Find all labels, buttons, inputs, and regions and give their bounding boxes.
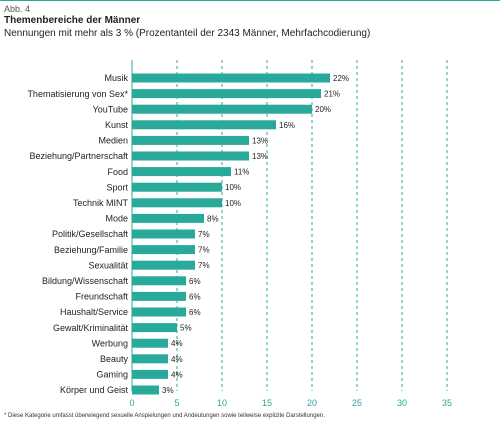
bar	[132, 245, 195, 255]
category-label: Haushalt/Service	[60, 307, 128, 317]
bar	[132, 213, 204, 223]
value-label: 11%	[234, 168, 249, 177]
category-label: YouTube	[93, 104, 128, 114]
category-label: Bildung/Wissenschaft	[42, 276, 129, 286]
bar	[132, 307, 186, 317]
category-label: Freundschaft	[75, 292, 128, 302]
category-label: Mode	[105, 214, 128, 224]
category-label: Medien	[98, 136, 128, 146]
bar	[132, 276, 186, 286]
value-label: 7%	[198, 246, 210, 255]
category-label: Thematisierung von Sex*	[27, 89, 128, 99]
bar	[132, 369, 168, 379]
bar	[132, 385, 159, 395]
x-tick-label: 0	[129, 398, 134, 408]
chart-subtitle: Nennungen mit mehr als 3 % (Prozentantei…	[4, 28, 371, 39]
bar	[132, 182, 222, 192]
category-label: Gewalt/Kriminalität	[53, 323, 129, 333]
x-tick-label: 10	[217, 398, 227, 408]
value-label: 6%	[189, 292, 201, 301]
bar	[132, 135, 249, 145]
bar	[132, 104, 312, 114]
x-tick-label: 20	[307, 398, 317, 408]
value-label: 7%	[198, 230, 210, 239]
value-label: 4%	[171, 339, 183, 348]
value-label: 7%	[198, 261, 210, 270]
value-label: 10%	[225, 199, 241, 208]
bar	[132, 198, 222, 208]
value-label: 13%	[252, 152, 268, 161]
value-label: 10%	[225, 183, 241, 192]
category-label: Technik MINT	[73, 198, 129, 208]
category-label: Werbung	[92, 338, 128, 348]
value-label: 22%	[333, 74, 349, 83]
value-label: 6%	[189, 308, 201, 317]
footnote: * Diese Kategorie umfasst überwiegend se…	[4, 413, 325, 419]
value-label: 3%	[162, 386, 174, 395]
category-label: Sexualität	[88, 260, 128, 270]
bar	[132, 323, 177, 333]
bar	[132, 229, 195, 239]
category-label: Food	[107, 167, 128, 177]
bar	[132, 167, 231, 177]
figure-label: Abb. 4	[4, 4, 31, 14]
value-label: 13%	[252, 136, 268, 145]
bar	[132, 354, 168, 364]
bar	[132, 89, 321, 99]
value-label: 4%	[171, 355, 183, 364]
bar	[132, 151, 249, 161]
category-label: Politik/Gesellschaft	[52, 229, 129, 239]
category-label: Körper und Geist	[60, 385, 129, 395]
x-tick-label: 35	[442, 398, 452, 408]
value-label: 8%	[207, 214, 219, 223]
category-label: Beziehung/Familie	[54, 245, 128, 255]
category-label: Kunst	[105, 120, 129, 130]
category-label: Gaming	[96, 370, 128, 380]
category-label: Beauty	[100, 354, 129, 364]
x-tick-label: 30	[397, 398, 407, 408]
bar	[132, 338, 168, 348]
value-label: 21%	[324, 90, 340, 99]
value-label: 20%	[315, 105, 331, 114]
value-label: 4%	[171, 370, 183, 379]
bar	[132, 260, 195, 270]
category-label: Beziehung/Partnerschaft	[29, 151, 128, 161]
x-tick-label: 5	[174, 398, 179, 408]
bar	[132, 120, 276, 130]
x-tick-label: 15	[262, 398, 272, 408]
category-label: Musik	[104, 73, 128, 83]
bar	[132, 73, 330, 83]
x-tick-label: 25	[352, 398, 362, 408]
chart-title: Themenbereiche der Männer	[4, 15, 141, 26]
value-label: 5%	[180, 324, 192, 333]
value-label: 6%	[189, 277, 201, 286]
category-label: Sport	[106, 182, 128, 192]
value-label: 16%	[279, 121, 295, 130]
bar	[132, 291, 186, 301]
